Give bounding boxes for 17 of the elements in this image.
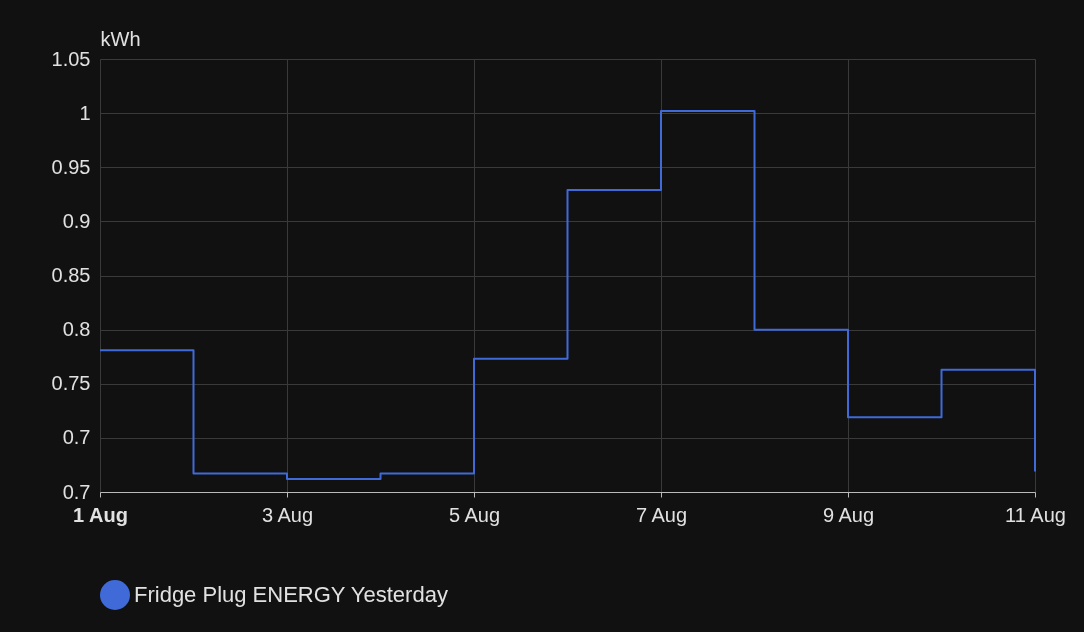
- y-tick-label: 0.8: [62, 318, 91, 341]
- y-tick-label: 0.95: [51, 155, 91, 178]
- x-tick-label: 3 Aug: [261, 503, 314, 526]
- x-tick-label: 5 Aug: [448, 503, 501, 526]
- x-tick-label: 11 Aug: [1005, 503, 1066, 526]
- y-tick-label: 1: [79, 101, 91, 124]
- y-tick-label: 0.7: [62, 426, 91, 449]
- legend-label: Fridge Plug ENERGY Yesterday: [134, 582, 448, 607]
- y-tick-label: 0.75: [51, 372, 91, 395]
- x-tick-label: 9 Aug: [822, 503, 875, 526]
- y-tick-label: 1.05: [51, 47, 91, 70]
- y-axis-title: kWh: [100, 27, 141, 50]
- x-tick-label: 7 Aug: [635, 503, 688, 526]
- y-tick-label: 0.7: [62, 480, 91, 503]
- y-tick-label: 0.85: [51, 264, 91, 286]
- x-tick-label: 1 Aug: [73, 503, 128, 526]
- y-tick-label: 0.9: [62, 209, 91, 232]
